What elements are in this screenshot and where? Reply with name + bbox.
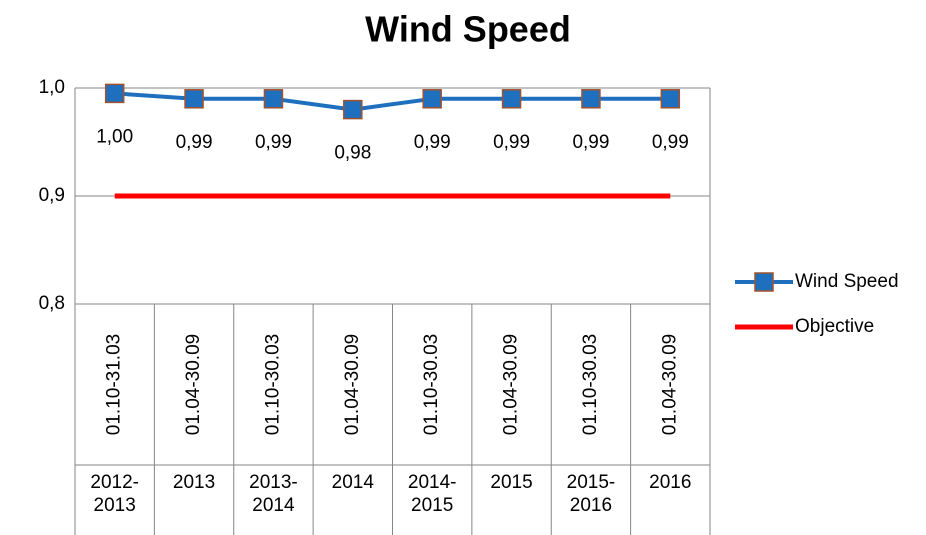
x-group-label: 2013-2014: [249, 472, 298, 516]
chart-title: Wind Speed: [365, 9, 571, 50]
point-marker: [343, 99, 363, 120]
x-tick-label: 01.10-30.03: [262, 334, 283, 435]
data-label: 0,99: [572, 132, 609, 153]
x-tick-label: 01.04-30.09: [342, 334, 363, 435]
data-label: 0,99: [176, 132, 213, 153]
point-marker: [263, 89, 284, 109]
x-group-label: 2015-2016: [566, 472, 616, 516]
point-marker: [184, 89, 204, 109]
point-marker: [104, 83, 125, 104]
point-marker: [422, 89, 442, 109]
data-label: 0,98: [334, 143, 371, 164]
x-group-label: 2013: [172, 472, 216, 493]
x-tick-label: 01.10-31.03: [104, 334, 125, 435]
series-line: [114, 91, 671, 112]
x-group-label: 2014: [331, 472, 374, 493]
data-label: 0,99: [414, 132, 451, 153]
y-tick-label: 0,9: [39, 185, 65, 206]
legend-marker: [754, 272, 774, 292]
x-group-label: 2015: [490, 472, 533, 493]
legend-label: Objective: [795, 316, 874, 337]
point-marker: [581, 89, 601, 109]
point-marker: [501, 89, 522, 109]
x-group-label: 2016: [649, 472, 692, 493]
data-label: 0,99: [493, 132, 530, 153]
x-tick-label: 01.10-30.03: [580, 334, 601, 435]
data-label: 0,99: [652, 132, 689, 153]
y-tick-label: 0,8: [39, 293, 65, 314]
y-tick-label: 1,0: [39, 77, 65, 98]
legend-label: Wind Speed: [795, 271, 899, 292]
x-group-label: 2014-2015: [407, 472, 457, 516]
x-tick-label: 01.04-30.09: [501, 334, 522, 435]
x-tick-label: 01.04-30.09: [659, 334, 680, 435]
data-label: 0,99: [255, 132, 292, 153]
x-group-label: 2012-2013: [90, 472, 139, 516]
x-tick-label: 01.10-30.03: [421, 334, 442, 435]
data-label: 1,00: [96, 126, 133, 147]
x-tick-label: 01.04-30.09: [183, 334, 204, 435]
point-marker: [660, 89, 681, 109]
